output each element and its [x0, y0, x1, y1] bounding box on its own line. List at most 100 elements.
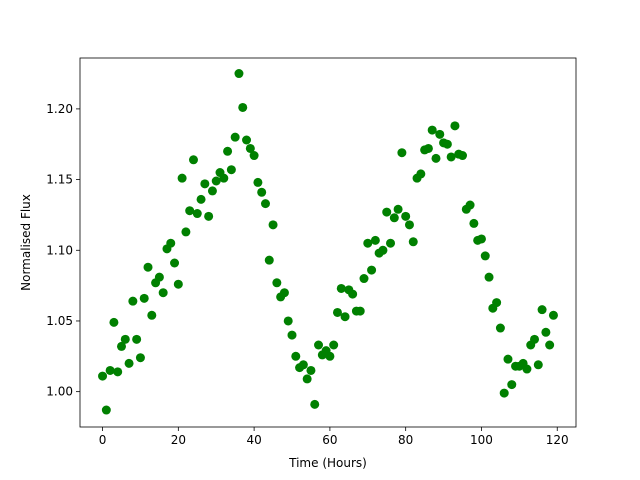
- point: [143, 262, 153, 272]
- point: [204, 211, 214, 221]
- point: [537, 305, 547, 315]
- point: [211, 176, 221, 186]
- point: [314, 340, 324, 350]
- point: [533, 360, 543, 370]
- point: [132, 334, 142, 344]
- point: [386, 238, 396, 248]
- point: [260, 199, 270, 209]
- point: [310, 399, 320, 409]
- x-tick-label: 60: [322, 433, 337, 447]
- point: [166, 238, 176, 248]
- y-tick-label: 1.10: [46, 243, 73, 257]
- point: [234, 69, 244, 79]
- point: [363, 238, 373, 248]
- y-axis-label: Normalised Flux: [19, 194, 33, 291]
- point: [378, 245, 388, 255]
- point: [200, 179, 210, 189]
- x-tick-label: 0: [99, 433, 107, 447]
- point: [257, 187, 267, 197]
- point: [272, 278, 282, 288]
- point: [302, 374, 312, 384]
- point: [287, 330, 297, 340]
- y-tick-label: 1.05: [46, 314, 73, 328]
- point: [207, 186, 217, 196]
- point: [291, 351, 301, 361]
- point: [355, 306, 365, 316]
- point: [397, 148, 407, 158]
- point: [158, 288, 168, 298]
- point: [181, 227, 191, 237]
- point: [109, 317, 119, 327]
- point: [389, 213, 399, 223]
- point: [348, 289, 358, 299]
- point: [492, 298, 502, 308]
- point: [101, 405, 111, 415]
- point: [120, 334, 130, 344]
- point: [450, 121, 460, 131]
- point: [340, 312, 350, 322]
- point: [548, 310, 558, 320]
- point: [192, 209, 202, 219]
- point: [283, 316, 293, 326]
- point: [427, 125, 437, 135]
- point: [401, 211, 411, 221]
- point: [416, 169, 426, 179]
- point: [139, 293, 149, 303]
- point: [230, 132, 240, 142]
- point: [325, 351, 335, 361]
- point: [495, 323, 505, 333]
- point: [465, 200, 475, 210]
- point: [219, 173, 229, 183]
- point: [370, 235, 380, 245]
- point: [367, 265, 377, 275]
- point: [135, 353, 145, 363]
- point: [116, 341, 126, 351]
- point: [279, 288, 289, 298]
- point: [507, 380, 517, 390]
- point: [522, 364, 532, 374]
- point: [238, 102, 248, 112]
- point: [128, 296, 138, 306]
- point: [480, 251, 490, 261]
- point: [298, 360, 308, 370]
- point: [253, 177, 263, 187]
- point: [503, 354, 513, 364]
- point: [458, 151, 468, 161]
- point: [105, 365, 115, 375]
- point: [196, 194, 206, 204]
- point: [408, 237, 418, 247]
- x-axis-label: Time (Hours): [288, 456, 367, 470]
- point: [185, 206, 195, 216]
- point: [113, 367, 123, 377]
- point: [423, 143, 433, 153]
- point: [469, 218, 479, 228]
- point: [306, 365, 316, 375]
- x-tick-label: 100: [470, 433, 493, 447]
- point: [336, 283, 346, 293]
- x-tick-label: 80: [398, 433, 413, 447]
- point: [545, 340, 555, 350]
- point: [541, 327, 551, 337]
- point: [530, 334, 540, 344]
- point: [154, 272, 164, 282]
- point: [98, 371, 108, 381]
- point: [242, 135, 252, 145]
- point: [404, 220, 414, 230]
- point: [264, 255, 274, 265]
- y-tick-label: 1.00: [46, 385, 73, 399]
- y-tick-label: 1.20: [46, 102, 73, 116]
- point: [124, 358, 134, 368]
- point: [435, 129, 445, 139]
- axes-frame: [79, 57, 577, 428]
- point: [484, 272, 494, 282]
- point: [226, 165, 236, 175]
- point: [188, 155, 198, 165]
- x-tick-label: 20: [171, 433, 186, 447]
- point: [173, 279, 183, 289]
- x-tick-label: 120: [546, 433, 569, 447]
- point: [499, 388, 509, 398]
- point: [268, 220, 278, 230]
- point: [245, 143, 255, 153]
